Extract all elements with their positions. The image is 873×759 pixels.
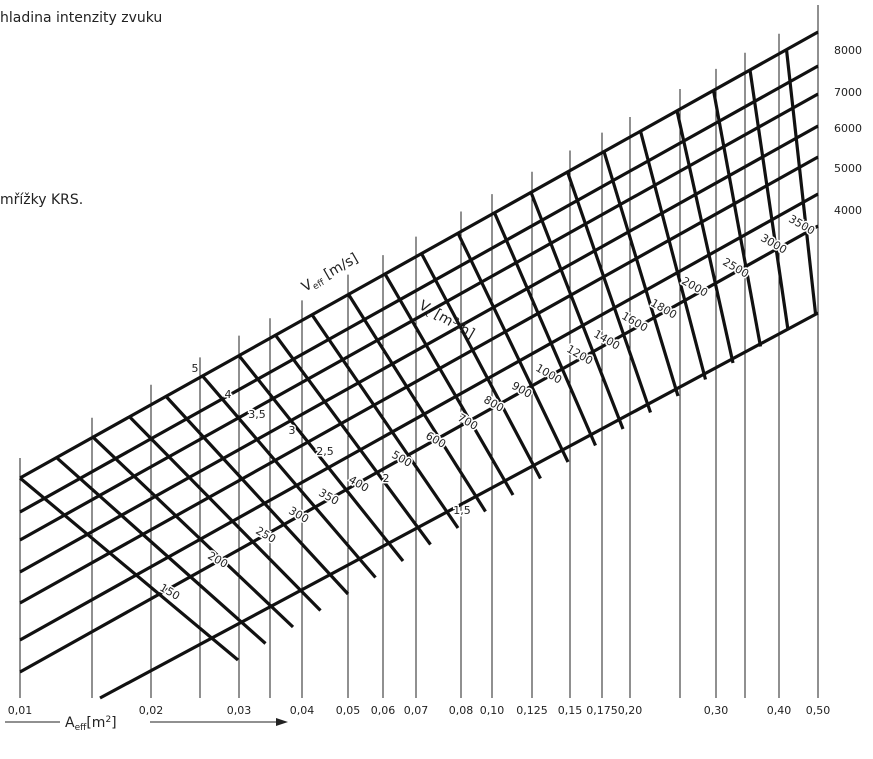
x-tick-label: 0,05 xyxy=(336,704,361,717)
descending-line xyxy=(91,436,295,629)
right-label: 6000 xyxy=(834,122,862,135)
descending-line xyxy=(456,232,570,463)
right-label: 4000 xyxy=(834,204,862,217)
veff-label: 2 xyxy=(383,472,390,485)
arrow-head xyxy=(276,718,288,726)
veff-axis-label: Veff [m/s] xyxy=(299,250,362,297)
rising-line xyxy=(19,155,819,605)
descending-line xyxy=(784,49,818,314)
x-tick-label: 0,50 xyxy=(806,704,831,717)
right-label: 5000 xyxy=(834,162,862,175)
rising-line xyxy=(99,311,819,700)
x-tick-label: 0,01 xyxy=(8,704,33,717)
x-tick-label: 0,40 xyxy=(767,704,792,717)
labels: 0,01 0,02 0,03 0,04 0,05 0,06 0,07 0,08 0,10 0,12… xyxy=(8,44,862,717)
x-tick-label: 0,06 xyxy=(371,704,396,717)
veff-label: 2,5 xyxy=(316,445,334,458)
descending-line xyxy=(529,191,625,430)
x-tick-label: 0,08 xyxy=(449,704,474,717)
descending-line xyxy=(128,415,322,612)
x-tick-label: 0,10 xyxy=(480,704,505,717)
vt-label: 250 xyxy=(253,524,278,546)
descending-line xyxy=(602,151,680,397)
header-line: mřížky KRS. xyxy=(0,192,83,208)
x-tick-label: 0,02 xyxy=(139,704,164,717)
header-line: hladina intenzity zvuku xyxy=(0,10,162,26)
descending-line xyxy=(565,171,653,414)
rising-line xyxy=(19,30,819,480)
x-tick-label: 0,175 xyxy=(586,704,618,717)
descending-line xyxy=(201,374,377,579)
descending-line xyxy=(383,273,515,496)
rising-line xyxy=(19,92,819,542)
descending-line xyxy=(493,212,597,447)
x-tick-label: 0,125 xyxy=(516,704,548,717)
descending-line xyxy=(55,456,267,645)
descending-line xyxy=(347,293,487,513)
descending-line xyxy=(748,69,790,331)
descending-line xyxy=(18,476,240,662)
veff-label: 3 xyxy=(289,424,296,437)
right-label: 8000 xyxy=(834,44,862,57)
grid xyxy=(18,5,819,700)
veff-label: 3,5 xyxy=(248,408,266,421)
right-label: 7000 xyxy=(834,86,862,99)
x-tick-label: 0,07 xyxy=(404,704,429,717)
veff-label: 1,5 xyxy=(453,504,471,517)
descending-line xyxy=(310,313,460,529)
vt-label: 500 xyxy=(389,448,414,470)
x-axis-label: Aeff[m2] xyxy=(65,715,117,733)
x-tick-label: 0,03 xyxy=(227,704,252,717)
descending-line xyxy=(711,90,763,347)
descending-line xyxy=(420,252,542,480)
descending-line xyxy=(638,130,708,380)
veff-label: 5 xyxy=(192,362,199,375)
descending-line xyxy=(237,354,405,562)
descending-line xyxy=(274,334,432,546)
x-tick-label: 0,20 xyxy=(618,704,643,717)
rising-line xyxy=(19,124,819,574)
veff-label: 4 xyxy=(225,388,232,401)
descending-line xyxy=(164,395,350,596)
rising-line xyxy=(19,192,819,642)
x-tick-label: 0,15 xyxy=(558,704,583,717)
x-tick-label: 0,30 xyxy=(704,704,729,717)
x-tick-label: 0,04 xyxy=(290,704,315,717)
descending-line xyxy=(675,110,735,364)
